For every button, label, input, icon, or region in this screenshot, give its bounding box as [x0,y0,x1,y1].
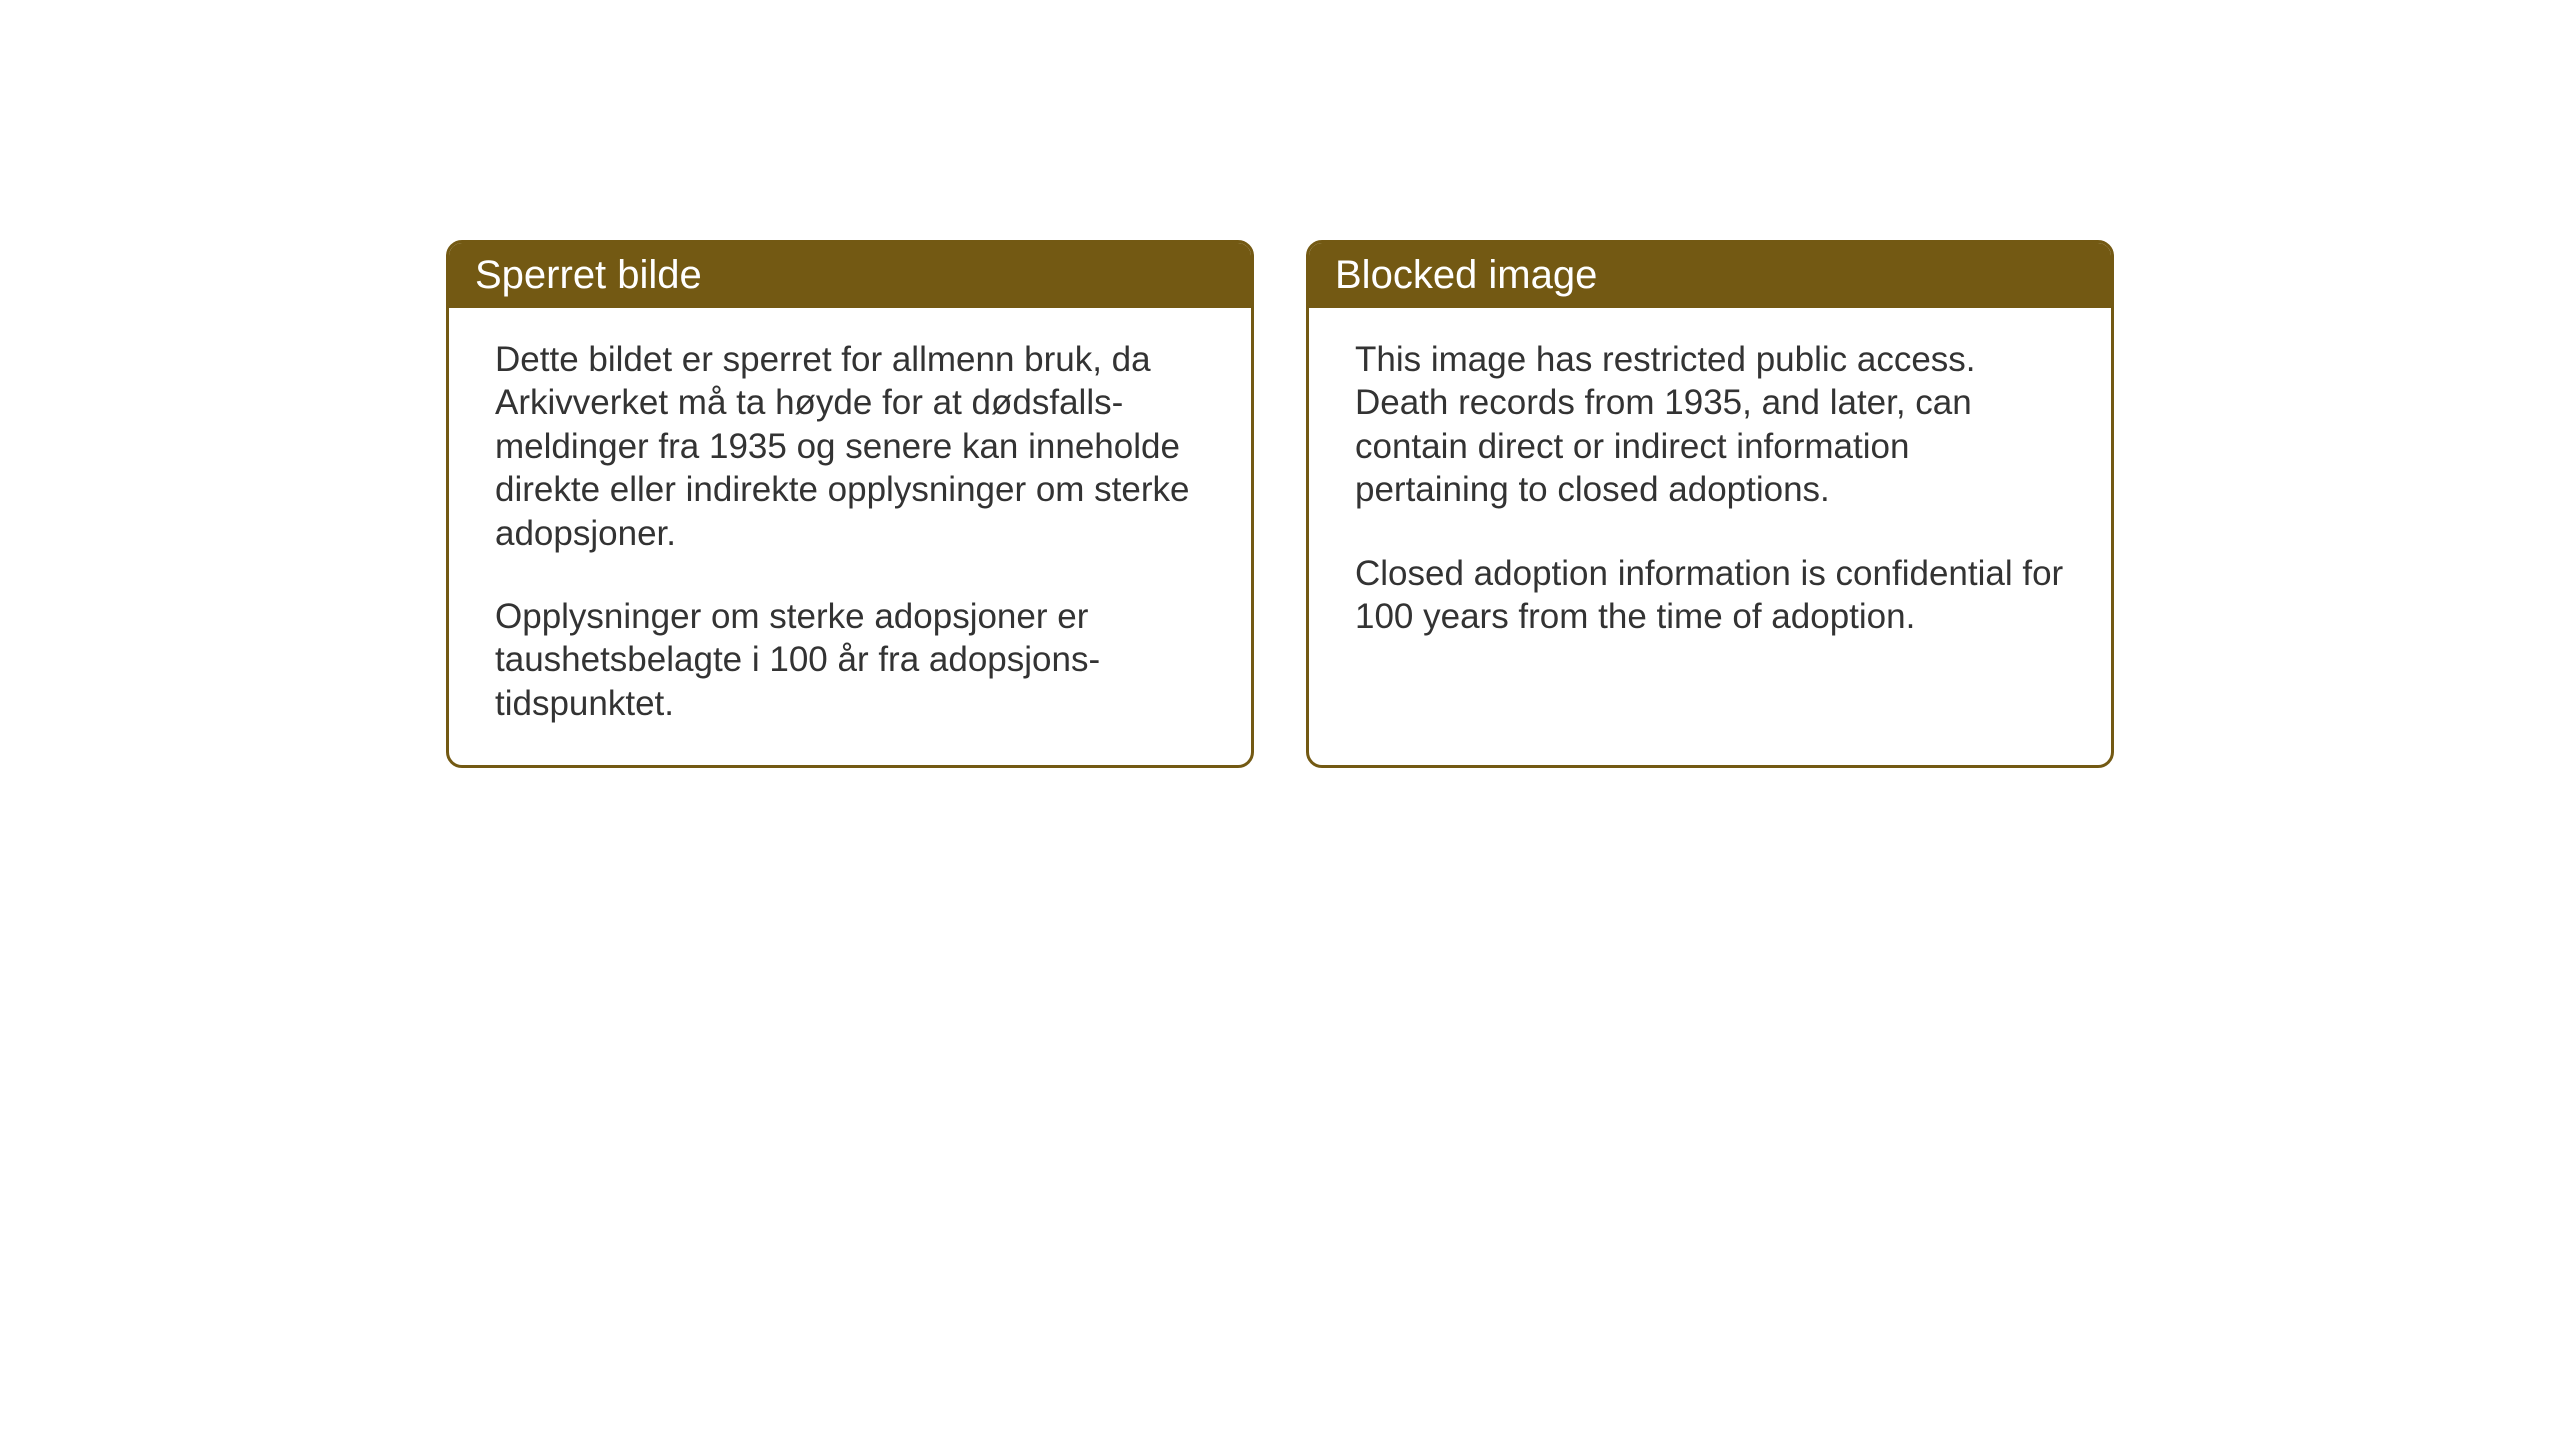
card-body-norwegian: Dette bildet er sperret for allmenn bruk… [449,308,1251,765]
notice-cards-container: Sperret bilde Dette bildet er sperret fo… [446,240,2114,768]
notice-card-english: Blocked image This image has restricted … [1306,240,2114,768]
card-title-english: Blocked image [1335,253,1597,297]
notice-card-norwegian: Sperret bilde Dette bildet er sperret fo… [446,240,1254,768]
card-header-english: Blocked image [1309,243,2111,308]
card-title-norwegian: Sperret bilde [475,253,702,297]
card-header-norwegian: Sperret bilde [449,243,1251,308]
card-paragraph-2-english: Closed adoption information is confident… [1355,552,2065,639]
card-paragraph-1-english: This image has restricted public access.… [1355,338,2065,512]
card-body-english: This image has restricted public access.… [1309,308,2111,678]
card-paragraph-1-norwegian: Dette bildet er sperret for allmenn bruk… [495,338,1205,555]
card-paragraph-2-norwegian: Opplysninger om sterke adopsjoner er tau… [495,595,1205,725]
